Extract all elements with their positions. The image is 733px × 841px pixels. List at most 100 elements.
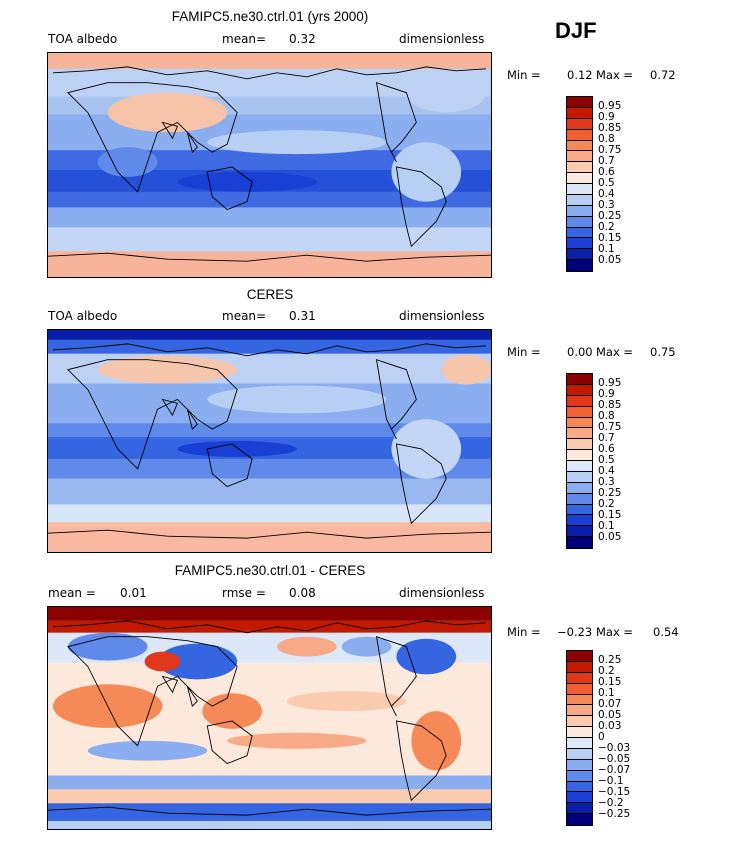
colorbar-swatch [567, 504, 592, 516]
colorbar-swatch [567, 493, 592, 505]
colorbar-tick-label: 0.3 [598, 199, 615, 211]
panel1-max-value: 0.72 [650, 68, 676, 82]
panel1-units: dimensionless [399, 32, 485, 46]
colorbar-swatch [567, 249, 592, 261]
panel2-max-value: 0.75 [650, 345, 676, 359]
colorbar-swatch [567, 216, 592, 228]
colorbar-tick-label: −0.1 [598, 775, 624, 787]
panel3-title: FAMIPC5.ne30.ctrl.01 - CERES [174, 563, 366, 578]
colorbar-swatch [567, 526, 592, 538]
colorbar-tick-label: 0.3 [598, 476, 615, 488]
colorbar-swatch [567, 184, 592, 195]
colorbar-tick-label: −0.25 [598, 808, 631, 820]
colorbar-tick-label: 0.85 [598, 399, 622, 411]
colorbar-tick-label: 0.1 [598, 243, 615, 255]
colorbar-swatch [567, 482, 592, 494]
panel3-rmse-label: rmse = [222, 586, 266, 600]
panel3-max-value: 0.54 [653, 625, 679, 639]
colorbar-swatch [567, 515, 592, 527]
panel2-units: dimensionless [399, 309, 485, 323]
colorbar-tick-label: 0.75 [598, 421, 622, 433]
colorbar-tick-label: 0.4 [598, 188, 615, 200]
colorbar-swatch [567, 661, 592, 673]
panel3-max-label: Max = [596, 625, 634, 639]
colorbar-swatch [567, 260, 592, 271]
colorbar-tick-label: 0.5 [598, 454, 615, 466]
panel3-units: dimensionless [399, 586, 485, 600]
panel3-map [47, 606, 492, 830]
panel2-title: CERES [246, 287, 294, 302]
panel1-min-value: 0.12 [567, 68, 593, 82]
panel1-min-label: Min = [507, 68, 541, 82]
colorbar-swatch [567, 194, 592, 206]
colorbar-tick-label: 0.15 [598, 232, 622, 244]
colorbar-swatch [567, 781, 592, 793]
panel3-mean-value: 0.01 [120, 586, 147, 600]
colorbar-swatch [567, 384, 592, 396]
colorbar-tick-label: 0.05 [598, 254, 622, 266]
colorbar-swatch [567, 461, 592, 472]
panel3-mean-label: mean = [48, 586, 96, 600]
colorbar-tick-label: 0 [598, 731, 605, 743]
colorbar-swatch [567, 140, 592, 152]
colorbar-swatch [567, 738, 592, 749]
panel3-rmse-value: 0.08 [289, 586, 316, 600]
colorbar-swatch [567, 395, 592, 407]
colorbar-swatch [567, 151, 592, 163]
colorbar-swatch [567, 748, 592, 760]
colorbar-swatch [567, 770, 592, 782]
panel2-map [47, 329, 492, 553]
colorbar-swatch [567, 792, 592, 804]
colorbar-swatch [567, 694, 592, 706]
colorbar-swatch [567, 814, 592, 825]
colorbar-tick-label: 0.2 [598, 665, 615, 677]
season-label: DJF [555, 18, 597, 43]
colorbar-tick-label: 0.2 [598, 221, 615, 233]
colorbar-swatch [567, 450, 592, 461]
colorbar-swatch [567, 129, 592, 141]
colorbar-swatch [567, 439, 592, 451]
panel2-variable: TOA albedo [48, 309, 118, 323]
colorbar-tick-label: 0.25 [598, 654, 622, 666]
colorbar-swatch [567, 406, 592, 418]
colorbar-tick-label: 0.1 [598, 687, 615, 699]
colorbar-swatch [567, 683, 592, 695]
colorbar-tick-label: 0.2 [598, 498, 615, 510]
panel2-min-label: Min = [507, 345, 541, 359]
colorbar-swatch [567, 374, 592, 385]
colorbar-tick-label: 0.1 [598, 520, 615, 532]
panel1-mean-value: 0.32 [289, 32, 316, 46]
colorbar-tick-label: −0.2 [598, 797, 624, 809]
panel1-max-label: Max = [596, 68, 634, 82]
panel2-mean-value: 0.31 [289, 309, 316, 323]
panel1-map [47, 52, 492, 278]
panel2-mean-label: mean= [222, 309, 267, 323]
colorbar-tick-label: 0.95 [598, 100, 622, 112]
panel2-min-value: 0.00 [567, 345, 593, 359]
panel3-min-value: −0.23 [557, 625, 593, 639]
colorbar-swatch [567, 727, 592, 738]
colorbar-tick-label: 0.9 [598, 388, 615, 400]
colorbar-tick-label: 0.25 [598, 210, 622, 222]
colorbar-tick-label: −0.15 [598, 786, 631, 798]
colorbar-tick-label: −0.05 [598, 753, 631, 765]
colorbar-tick-label: 0.85 [598, 122, 622, 134]
colorbar-swatch [567, 97, 592, 108]
panel2-colorbar [566, 373, 593, 549]
panel1-mean-label: mean= [222, 32, 267, 46]
colorbar-swatch [567, 759, 592, 771]
colorbar-tick-label: 0.25 [598, 487, 622, 499]
colorbar-swatch [567, 417, 592, 429]
colorbar-swatch [567, 118, 592, 130]
colorbar-swatch [567, 537, 592, 548]
colorbar-tick-label: 0.9 [598, 111, 615, 123]
colorbar-tick-label: 0.03 [598, 720, 622, 732]
colorbar-swatch [567, 716, 592, 728]
colorbar-swatch [567, 173, 592, 184]
colorbar-swatch [567, 471, 592, 483]
colorbar-swatch [567, 162, 592, 174]
colorbar-tick-label: 0.6 [598, 166, 615, 178]
colorbar-swatch [567, 238, 592, 250]
panel2-max-label: Max = [596, 345, 634, 359]
colorbar-tick-label: 0.05 [598, 709, 622, 721]
